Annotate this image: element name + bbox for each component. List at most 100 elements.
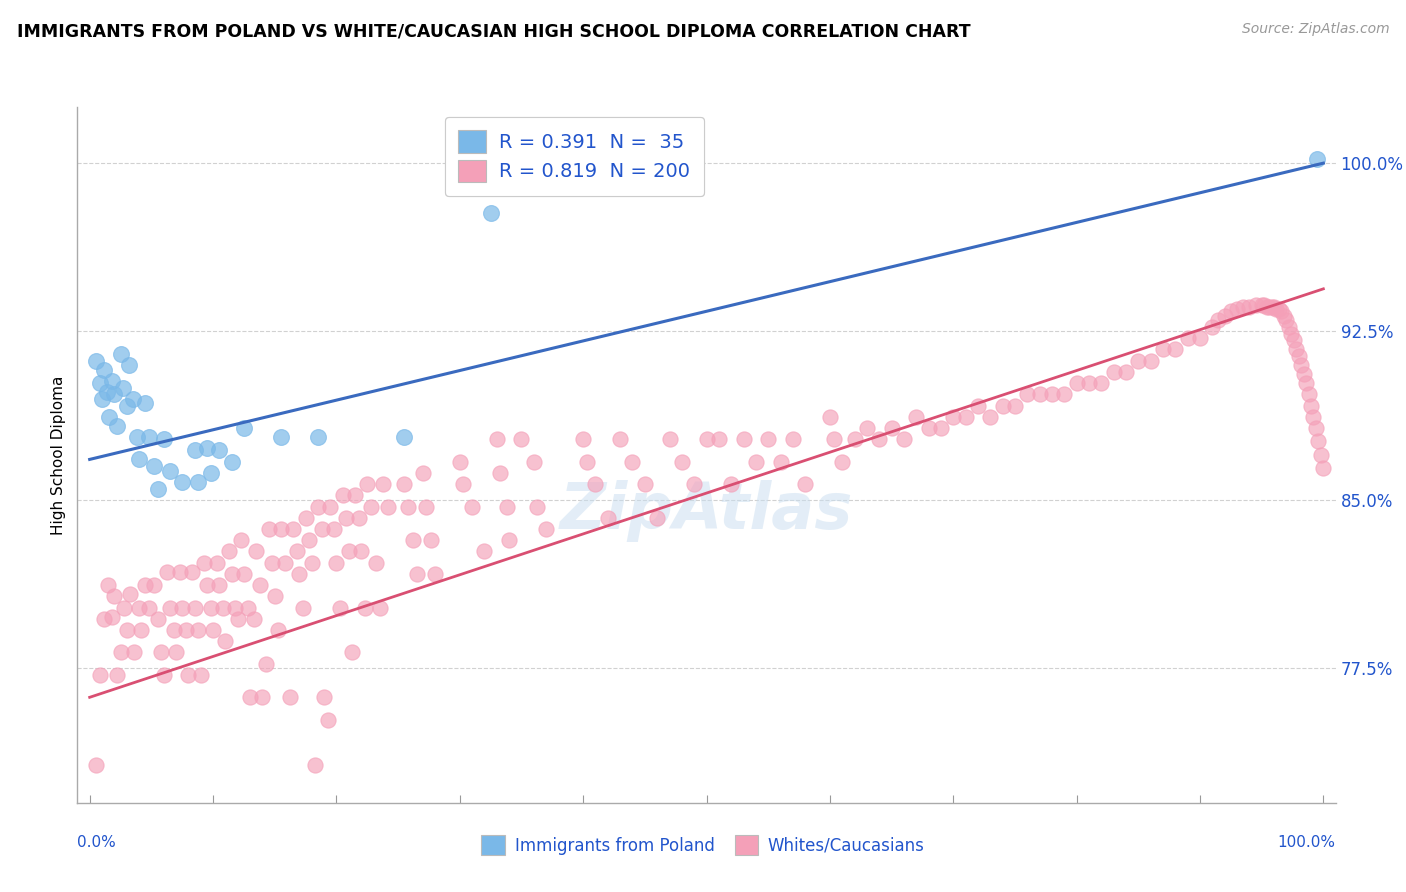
Point	[165, 645, 187, 659]
Point	[1253, 297, 1275, 311]
Point	[423, 566, 446, 581]
Point	[350, 544, 373, 558]
Point	[1305, 421, 1327, 435]
Point	[782, 432, 804, 446]
Point	[150, 645, 173, 659]
Point	[142, 459, 165, 474]
Point	[1177, 331, 1199, 345]
Point	[453, 477, 475, 491]
Point	[301, 556, 323, 570]
Point	[1208, 313, 1230, 327]
Point	[292, 600, 315, 615]
Point	[329, 600, 352, 615]
Point	[84, 353, 107, 368]
Point	[1090, 376, 1112, 390]
Point	[214, 634, 236, 648]
Point	[1306, 152, 1329, 166]
Point	[187, 623, 209, 637]
Point	[283, 522, 305, 536]
Point	[364, 556, 387, 570]
Point	[249, 578, 271, 592]
Point	[115, 623, 138, 637]
Point	[449, 455, 471, 469]
Point	[1188, 331, 1211, 345]
Point	[159, 464, 181, 478]
Point	[818, 409, 841, 424]
Point	[343, 488, 366, 502]
Point	[294, 510, 316, 524]
Point	[671, 455, 693, 469]
Point	[905, 409, 928, 424]
Point	[236, 600, 259, 615]
Point	[319, 500, 342, 514]
Point	[1288, 349, 1310, 363]
Point	[1289, 358, 1312, 372]
Point	[769, 455, 792, 469]
Point	[1298, 387, 1320, 401]
Point	[134, 396, 156, 410]
Point	[1279, 326, 1302, 341]
Point	[267, 623, 290, 637]
Point	[89, 376, 111, 390]
Point	[183, 443, 205, 458]
Point	[609, 432, 631, 446]
Point	[138, 600, 160, 615]
Point	[353, 600, 375, 615]
Point	[121, 392, 143, 406]
Point	[720, 477, 742, 491]
Point	[844, 432, 866, 446]
Point	[285, 544, 308, 558]
Point	[823, 432, 845, 446]
Point	[1308, 434, 1330, 449]
Point	[311, 522, 333, 536]
Point	[856, 421, 879, 435]
Point	[1213, 309, 1236, 323]
Point	[880, 421, 903, 435]
Point	[1278, 320, 1301, 334]
Point	[373, 477, 395, 491]
Point	[156, 565, 179, 579]
Point	[1299, 399, 1322, 413]
Point	[105, 668, 128, 682]
Point	[101, 609, 124, 624]
Point	[239, 690, 262, 705]
Point	[93, 612, 115, 626]
Point	[1219, 304, 1241, 318]
Point	[1102, 365, 1125, 379]
Point	[1292, 367, 1315, 381]
Point	[278, 690, 301, 705]
Point	[1272, 309, 1295, 323]
Point	[489, 466, 512, 480]
Point	[394, 477, 416, 491]
Point	[84, 757, 107, 772]
Point	[172, 475, 194, 489]
Point	[1250, 297, 1272, 311]
Point	[162, 623, 184, 637]
Point	[394, 430, 416, 444]
Point	[142, 578, 165, 592]
Point	[658, 432, 681, 446]
Point	[575, 455, 598, 469]
Point	[89, 668, 111, 682]
Point	[360, 500, 382, 514]
Point	[1066, 376, 1088, 390]
Point	[195, 578, 218, 592]
Point	[396, 500, 419, 514]
Point	[335, 510, 357, 524]
Point	[193, 556, 215, 570]
Point	[101, 374, 124, 388]
Point	[1040, 387, 1063, 401]
Point	[461, 500, 484, 514]
Y-axis label: High School Diploma: High School Diploma	[51, 376, 66, 534]
Point	[262, 556, 284, 570]
Point	[174, 623, 197, 637]
Point	[103, 590, 125, 604]
Point	[405, 566, 427, 581]
Point	[270, 522, 292, 536]
Point	[1201, 320, 1223, 334]
Point	[1312, 461, 1334, 475]
Point	[125, 430, 148, 444]
Point	[1239, 300, 1261, 314]
Point	[572, 432, 595, 446]
Point	[1078, 376, 1101, 390]
